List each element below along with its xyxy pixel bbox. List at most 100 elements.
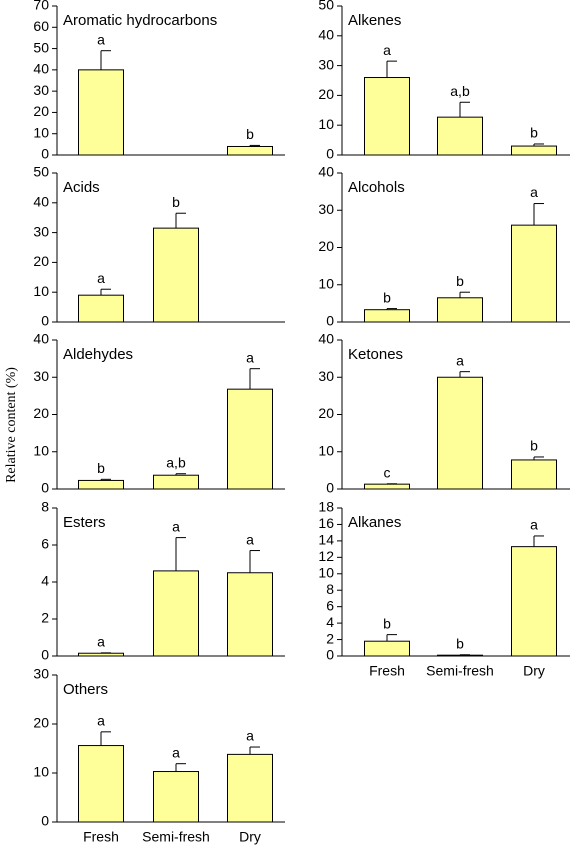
y-tick-label: 10: [318, 442, 334, 458]
bar: [437, 654, 483, 657]
significance-letter: b: [97, 460, 105, 476]
significance-letter: a,b: [450, 83, 470, 99]
y-tick-label: 30: [318, 56, 334, 72]
bar: [511, 546, 557, 657]
y-tick-label: 10: [33, 764, 49, 780]
x-tick-label: Fresh: [83, 829, 119, 845]
y-tick-label: 6: [41, 536, 49, 552]
significance-letter: a: [246, 531, 254, 547]
panel-title: Ketones: [348, 346, 403, 363]
bar: [227, 572, 273, 657]
y-tick-label: 10: [33, 124, 49, 140]
significance-letter: a: [530, 184, 538, 200]
panel-title: Esters: [63, 514, 106, 531]
significance-letter: b: [456, 273, 464, 289]
y-tick-label: 20: [318, 405, 334, 421]
significance-letter: a: [97, 270, 105, 286]
y-tick-label: 40: [318, 331, 334, 347]
bar: [364, 483, 410, 490]
y-tick-label: 50: [318, 0, 334, 13]
y-tick-label: 0: [41, 313, 49, 329]
bar: [437, 297, 483, 323]
y-tick-label: 0: [41, 813, 49, 829]
bar: [364, 309, 410, 323]
significance-letter: a: [530, 517, 538, 533]
bar: [437, 116, 483, 156]
significance-letter: b: [456, 635, 464, 651]
bar: [153, 570, 199, 657]
bar: [364, 77, 410, 156]
bar: [364, 640, 410, 657]
significance-letter: b: [172, 194, 180, 210]
significance-letter: a: [97, 634, 105, 650]
y-tick-label: 12: [318, 548, 334, 564]
y-tick-label: 20: [33, 715, 49, 731]
significance-letter: a: [246, 728, 254, 744]
bar: [511, 145, 557, 156]
significance-letter: a: [246, 349, 254, 365]
y-axis-label: Relative content (%): [4, 367, 19, 483]
y-tick-label: 0: [326, 146, 334, 162]
y-tick-label: 0: [41, 480, 49, 496]
y-tick-label: 2: [41, 610, 49, 626]
significance-letter: a: [172, 744, 180, 760]
panel-title: Alkanes: [348, 514, 401, 531]
significance-letter: c: [384, 464, 391, 480]
y-tick-label: 4: [326, 614, 334, 630]
y-tick-label: 10: [33, 442, 49, 458]
significance-letter: a: [383, 42, 391, 58]
y-tick-label: 4: [41, 573, 49, 589]
significance-letter: a: [172, 518, 180, 534]
y-tick-label: 20: [33, 103, 49, 119]
y-tick-label: 60: [33, 18, 49, 34]
y-tick-label: 30: [33, 368, 49, 384]
significance-letter: a: [97, 713, 105, 729]
y-tick-label: 20: [33, 405, 49, 421]
x-tick-label: Dry: [523, 663, 545, 679]
significance-letter: a: [456, 352, 464, 368]
y-tick-label: 0: [326, 480, 334, 496]
y-tick-label: 8: [41, 499, 49, 515]
bar: [78, 745, 124, 823]
y-tick-label: 40: [33, 194, 49, 210]
bar: [227, 388, 273, 490]
bar: [511, 459, 557, 490]
y-tick-label: 0: [41, 146, 49, 162]
significance-letter: b: [530, 438, 538, 454]
y-tick-label: 18: [318, 499, 334, 515]
y-tick-label: 2: [326, 630, 334, 646]
y-tick-label: 40: [33, 331, 49, 347]
y-tick-label: 50: [33, 164, 49, 180]
y-tick-label: 0: [326, 647, 334, 663]
y-tick-label: 40: [318, 27, 334, 43]
y-tick-label: 14: [318, 532, 334, 548]
y-tick-label: 6: [326, 597, 334, 613]
y-tick-label: 30: [33, 82, 49, 98]
panel-title: Aldehydes: [63, 346, 133, 363]
bar: [153, 227, 199, 323]
y-tick-label: 30: [33, 666, 49, 682]
panel-title: Alkenes: [348, 12, 401, 29]
significance-letter: a,b: [166, 454, 186, 470]
y-tick-label: 10: [318, 116, 334, 132]
bar: [78, 69, 124, 156]
significance-letter: a: [97, 31, 105, 47]
significance-letter: b: [383, 615, 391, 631]
x-tick-label: Fresh: [369, 663, 405, 679]
bar: [153, 771, 199, 823]
panel-title: Others: [63, 681, 108, 698]
bar: [78, 479, 124, 490]
y-tick-label: 0: [41, 647, 49, 663]
y-tick-label: 8: [326, 581, 334, 597]
panel-title: Aromatic hydrocarbons: [63, 12, 217, 29]
y-tick-label: 70: [33, 0, 49, 13]
y-tick-label: 10: [318, 564, 334, 580]
bar: [437, 376, 483, 490]
y-tick-label: 30: [318, 368, 334, 384]
y-tick-label: 20: [33, 253, 49, 269]
y-tick-label: 30: [33, 223, 49, 239]
x-tick-label: Dry: [239, 829, 261, 845]
y-tick-label: 40: [318, 164, 334, 180]
